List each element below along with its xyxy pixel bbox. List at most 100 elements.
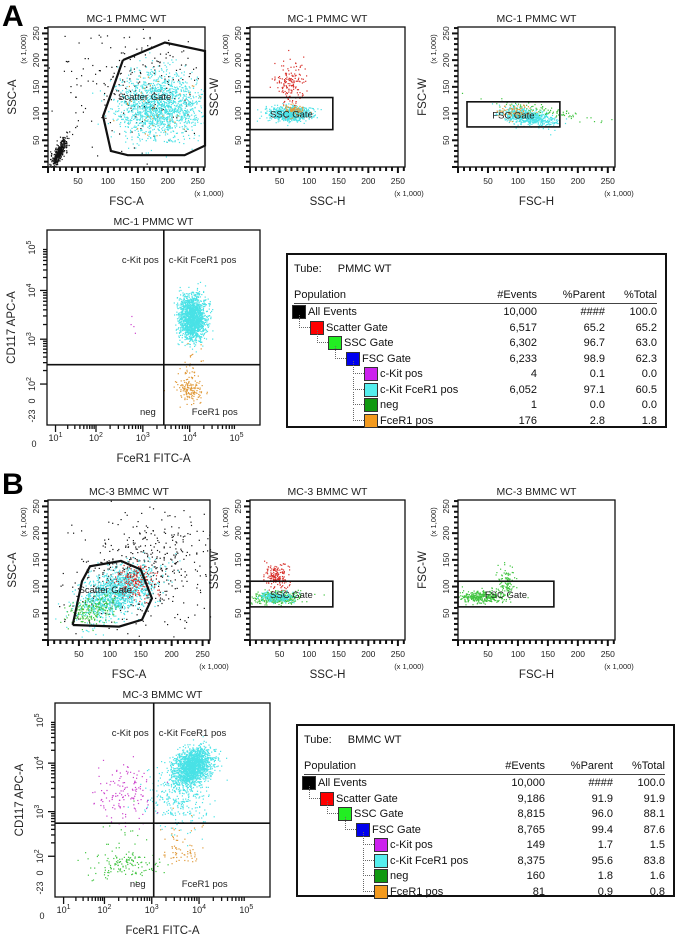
event-dot (145, 57, 146, 58)
event-dot (152, 85, 153, 86)
event-dot (160, 87, 161, 88)
event-dot (201, 107, 202, 108)
event-dot (166, 142, 167, 143)
event-dot (286, 81, 287, 82)
event-dot (196, 304, 197, 305)
event-dot (171, 84, 172, 85)
event-dot (542, 119, 543, 120)
y-tick-label: 150 (441, 79, 451, 93)
event-dot (120, 126, 121, 127)
event-dot (169, 115, 170, 116)
x-tick-label: 250 (191, 176, 205, 186)
event-dot (114, 99, 115, 100)
event-dot (282, 90, 283, 91)
event-dot (189, 121, 190, 122)
event-dot (130, 122, 131, 123)
event-dot (175, 127, 176, 128)
event-dot (571, 116, 572, 117)
event-dot (137, 112, 138, 113)
event-dot (174, 136, 175, 137)
y-tick-label: 250 (441, 26, 451, 40)
event-dot (190, 346, 191, 347)
event-dot (295, 75, 296, 76)
event-dot (168, 129, 169, 130)
event-dot (189, 122, 190, 123)
event-dot (196, 340, 197, 341)
event-dot (168, 52, 169, 53)
event-dot (184, 129, 185, 130)
event-dot (174, 125, 175, 126)
event-dot (205, 322, 206, 323)
event-dot (138, 125, 139, 126)
event-dot (170, 109, 171, 110)
event-dot (295, 103, 296, 104)
event-dot (175, 325, 176, 326)
x-unit-label: (x 1,000) (604, 189, 634, 198)
gate-label: SSC Gate (270, 110, 313, 121)
event-dot (116, 66, 117, 67)
event-dot (187, 109, 188, 110)
event-dot (150, 127, 151, 128)
event-dot (179, 82, 180, 83)
event-dot (158, 61, 159, 62)
event-dot (145, 112, 146, 113)
event-dot (140, 108, 141, 109)
event-dot (105, 84, 106, 85)
event-dot (162, 130, 163, 131)
event-dot (172, 141, 173, 142)
event-dot (286, 96, 287, 97)
event-dot (541, 110, 542, 111)
event-dot (126, 117, 127, 118)
event-dot (92, 93, 93, 94)
event-dot (100, 90, 101, 91)
event-dot (180, 107, 181, 108)
event-dot (181, 65, 182, 66)
event-dot (293, 84, 294, 85)
event-dot (184, 115, 185, 116)
event-dot (150, 138, 151, 139)
event-dot (155, 118, 156, 119)
event-dot (154, 129, 155, 130)
event-dot (158, 78, 159, 79)
event-dot (136, 108, 137, 109)
event-dot (283, 61, 284, 62)
event-dot (191, 122, 192, 123)
event-dot (518, 125, 519, 126)
event-dot (172, 103, 173, 104)
event-dot (66, 141, 67, 142)
event-dot (125, 135, 126, 136)
event-dot (138, 114, 139, 115)
event-dot (172, 91, 173, 92)
event-dot (137, 87, 138, 88)
event-dot (157, 79, 158, 80)
event-dot (186, 106, 187, 107)
event-dot (141, 129, 142, 130)
event-dot (146, 72, 147, 73)
event-dot (200, 105, 201, 106)
event-dot (566, 113, 567, 114)
event-dot (81, 75, 82, 76)
x-tick-label: 200 (161, 176, 175, 186)
event-dot (205, 329, 206, 330)
event-dot (548, 129, 549, 130)
event-dot (124, 53, 125, 54)
event-dot (53, 163, 54, 164)
event-dot (129, 90, 130, 91)
event-dot (277, 107, 278, 108)
x-tick-label: 200 (571, 176, 585, 186)
event-dot (200, 296, 201, 297)
event-dot (185, 108, 186, 109)
event-dot (272, 78, 273, 79)
event-dot (534, 112, 535, 113)
event-dot (321, 109, 322, 110)
event-dot (176, 106, 177, 107)
event-dot (181, 101, 182, 102)
event-dot (168, 103, 169, 104)
event-dot (164, 76, 165, 77)
event-dot (295, 70, 296, 71)
event-dot (285, 93, 286, 94)
event-dot (135, 127, 136, 128)
event-dot (536, 112, 537, 113)
event-dot (176, 59, 177, 60)
event-dot (184, 126, 185, 127)
